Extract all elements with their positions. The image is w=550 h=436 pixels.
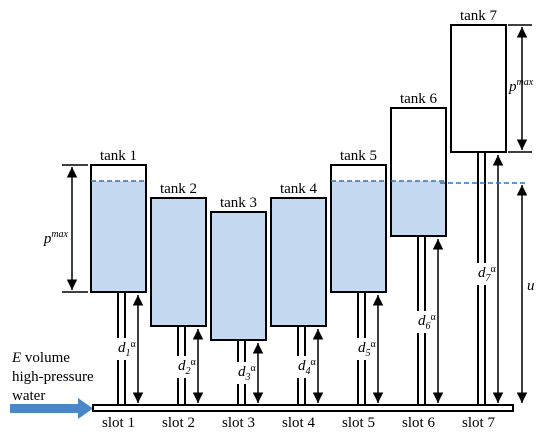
tank-5-water [331, 181, 386, 292]
tank-7-depth-label-bg [477, 263, 497, 285]
tank-2-label: tank 2 [160, 181, 197, 197]
tank-7: tank 7 slot 7 d7α [450, 8, 507, 431]
pmax-dimension-left: pmax [43, 164, 88, 293]
inflow-label-line2: high-pressure [12, 369, 94, 385]
inflow-label-line1: E volume [11, 350, 70, 366]
pmax-label-right: pmax [508, 77, 534, 95]
tank-6-water [391, 181, 446, 236]
tank-7-label: tank 7 [460, 8, 498, 24]
tank-4-depth-label: d4α [298, 357, 317, 377]
slot-7-label: slot 7 [462, 415, 495, 431]
tank-6: tank 6 slot 6 d6α [390, 91, 447, 431]
tank-3-depth-label-bg [237, 362, 257, 384]
slot-1-label: slot 1 [102, 415, 135, 431]
tank-6-depth-label: d6α [418, 312, 437, 332]
u-label: u [527, 278, 535, 294]
tank-5-label: tank 5 [340, 148, 377, 164]
tank-5-depth-label: d5α [358, 339, 377, 359]
tank-1-water [91, 181, 146, 292]
bottom-pipe [92, 404, 514, 412]
slot-2-label: slot 2 [162, 415, 195, 431]
inflow-label-line3: water [12, 388, 45, 404]
tank-1-label: tank 1 [100, 148, 137, 164]
tank-3-label: tank 3 [220, 195, 257, 211]
tank-2-depth-label-bg [177, 356, 197, 378]
slot-4-label: slot 4 [282, 415, 315, 431]
tank-1-depth-label-bg [117, 338, 137, 360]
tank-4: tank 4 slot 4 d4α [270, 181, 327, 431]
tank-2: tank 2 slot 2 d2α [150, 181, 207, 431]
tank-4-water [271, 198, 326, 326]
slot-6-label: slot 6 [402, 415, 435, 431]
tank-6-depth-label-bg [417, 311, 437, 333]
tank-3-depth-label: d3α [238, 363, 257, 383]
tank-7-depth-label: d7α [478, 264, 497, 284]
inflow-arrow [10, 398, 93, 419]
tank-2-water [151, 198, 206, 326]
tank-6-label: tank 6 [400, 91, 438, 107]
slot-5-label: slot 5 [342, 415, 375, 431]
tank-4-depth-label-bg [297, 356, 317, 378]
tank-1: tank 1 slot 1 d1α [90, 148, 147, 431]
tank-7-outline [450, 24, 507, 153]
tank-1-depth-label: d1α [118, 339, 137, 359]
tank-4-label: tank 4 [280, 181, 318, 197]
u-dimension: u [516, 185, 535, 403]
slot-3-label: slot 3 [222, 415, 255, 431]
tank-5-depth-label-bg [357, 338, 377, 360]
tank-3-water [211, 212, 266, 340]
tank-2-depth-label: d2α [178, 357, 197, 377]
tank-3: tank 3 slot 3 d3α [210, 195, 267, 431]
pmax-label-left: pmax [43, 229, 69, 247]
tank-5: tank 5 slot 5 d5α [330, 148, 387, 431]
pmax-dimension-right: pmax [508, 24, 534, 153]
